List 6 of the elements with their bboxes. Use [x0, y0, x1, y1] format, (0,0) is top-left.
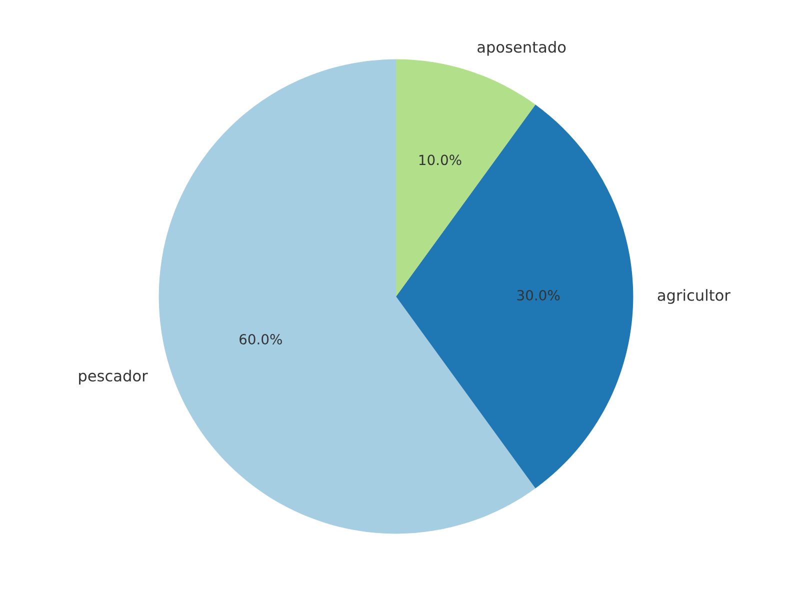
slice-label: aposentado: [478, 40, 566, 56]
data-label: 30.0%: [517, 290, 560, 301]
data-label: 10.0%: [419, 154, 462, 166]
slice-label: agricultor: [658, 289, 730, 304]
data-label: 60.0%: [240, 334, 282, 345]
slice-label: pescador: [79, 370, 148, 385]
